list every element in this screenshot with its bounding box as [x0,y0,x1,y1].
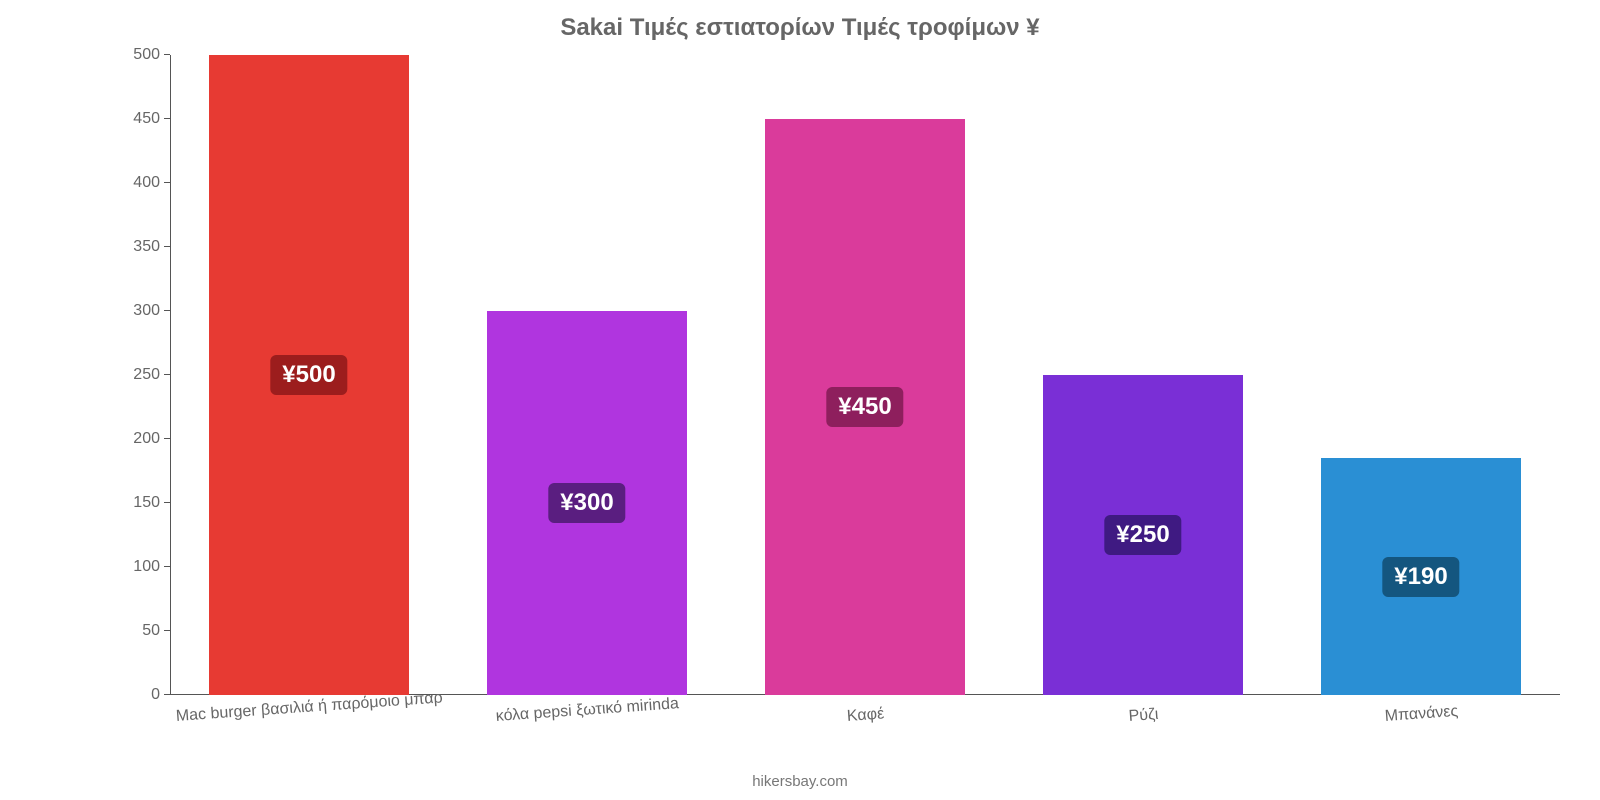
bar-slot: ¥450 [765,55,965,695]
bar-value-label: ¥300 [548,483,625,523]
y-tick-mark [164,566,170,567]
x-category-label: Καφέ [846,705,884,726]
y-tick-mark [164,630,170,631]
chart-title: Sakai Τιμές εστιατορίων Τιμές τροφίμων ¥ [0,14,1600,42]
y-tick-label: 300 [133,302,170,320]
y-tick-label: 100 [133,558,170,576]
y-tick-mark [164,694,170,695]
x-category-label: Μπανάνες [1384,703,1459,726]
bars-layer: ¥500 ¥300 ¥450 ¥250 ¥190 [170,55,1560,695]
y-tick-label: 450 [133,110,170,128]
y-tick-mark [164,118,170,119]
y-tick-mark [164,374,170,375]
credit-text: hikersbay.com [0,773,1600,790]
bar-value-label: ¥250 [1104,515,1181,555]
y-tick-label: 200 [133,430,170,448]
y-tick-mark [164,246,170,247]
y-tick-label: 50 [142,622,170,640]
bar-value-label: ¥190 [1382,557,1459,597]
bar-slot: ¥300 [487,55,687,695]
y-tick-label: 400 [133,174,170,192]
plot-area: ¥500¥300¥450¥250¥190 0501001502002503003… [170,55,1560,695]
y-tick-mark [164,310,170,311]
bar-slot: ¥500 [209,55,409,695]
y-tick-label: 500 [133,46,170,64]
bar-value-label: ¥500 [270,355,347,395]
bar-slot: ¥250 [1043,55,1243,695]
y-tick-mark [164,182,170,183]
y-tick-mark [164,54,170,55]
y-tick-label: 0 [151,686,170,704]
y-tick-mark [164,502,170,503]
y-tick-mark [164,438,170,439]
y-tick-label: 350 [133,238,170,256]
bar-slot: ¥190 [1321,55,1521,695]
bar-value-label: ¥450 [826,387,903,427]
chart-container: Sakai Τιμές εστιατορίων Τιμές τροφίμων ¥… [0,0,1600,800]
x-category-label: κόλα pepsi ξωτικό mirinda [495,695,679,726]
x-category-label: Ρύζι [1128,706,1159,726]
x-labels-layer: Mac burger βασιλιά ή παρόμοιο μπαρκόλα p… [170,700,1560,760]
y-tick-label: 150 [133,494,170,512]
y-tick-label: 250 [133,366,170,384]
